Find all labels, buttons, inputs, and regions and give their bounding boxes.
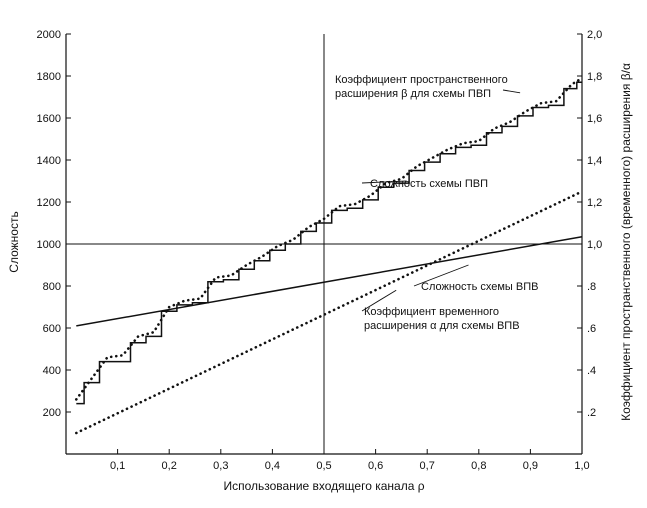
series-line-3 — [76, 235, 583, 327]
annotation-label: Коэффициент временного — [364, 306, 499, 318]
series-line-1 — [76, 81, 582, 405]
annotation-leader — [502, 89, 521, 94]
y-right-tick-label: 1,4 — [587, 155, 602, 167]
x-tick-label: 0,9 — [523, 460, 538, 472]
y-right-tick-label: .6 — [587, 323, 596, 335]
x-tick-label: 0,6 — [368, 460, 383, 472]
x-tick-label: 0,2 — [162, 460, 177, 472]
y-left-tick-label: 1200 — [37, 197, 61, 209]
y-left-tick-label: 1800 — [37, 71, 61, 83]
y-left-tick-label: 1400 — [37, 155, 61, 167]
y-left-tick-label: 600 — [43, 323, 61, 335]
x-tick-label: 0,8 — [471, 460, 486, 472]
axes: 0,1 0,2 0,3 0,4 0,5 0,6 0,7 0,8 0,9 1,0 200 400 600 8… — [37, 29, 603, 472]
y-left-tick-label: 200 — [43, 407, 61, 419]
y-right-tick-label: .8 — [587, 281, 596, 293]
annotation-label: Коэффициент пространственного — [335, 74, 508, 86]
x-tick-label: 0,3 — [213, 460, 228, 472]
series-line-2 — [75, 76, 584, 401]
y-right-tick-label: .2 — [587, 407, 596, 419]
y-left-tick-label: 1000 — [37, 239, 61, 251]
x-tick-label: 0,4 — [265, 460, 280, 472]
y-right-tick-label: 1,6 — [587, 113, 602, 125]
y-axis-label-left: Сложность — [7, 211, 21, 272]
annotations: Коэффициент пространственного расширения … — [335, 74, 538, 332]
y-right-tick-label: 1,0 — [587, 239, 602, 251]
annotation-label: расширения β для схемы ПВП — [335, 88, 491, 100]
y-left-tick-label: 2000 — [37, 29, 61, 41]
series-line-4 — [75, 190, 584, 435]
annotation-label: Сложность схемы ВПВ — [421, 281, 538, 293]
series-layer — [75, 76, 584, 435]
y-left-tick-label: 800 — [43, 281, 61, 293]
y-right-tick-label: 1,2 — [587, 197, 602, 209]
annotation-label: Сложность схемы ПВП — [370, 178, 488, 190]
y-right-tick-label: .4 — [587, 365, 596, 377]
y-left-tick-label: 400 — [43, 365, 61, 377]
x-tick-label: 1,0 — [574, 460, 589, 472]
y-left-tick-label: 1600 — [37, 113, 61, 125]
annotation-label: расширения α для схемы ВПВ — [364, 320, 520, 332]
y-right-tick-label: 1,8 — [587, 71, 602, 83]
x-tick-label: 0,1 — [110, 460, 125, 472]
reference-lines — [66, 34, 582, 454]
annotation-leader — [361, 180, 407, 184]
x-tick-label: 0,5 — [316, 460, 331, 472]
x-axis-label: Использование входящего канала ρ — [223, 479, 424, 493]
annotation-leader — [413, 264, 469, 287]
annotation-leader — [361, 289, 397, 312]
y-axis-label-right: Коэффициент пространственного (временног… — [619, 63, 633, 421]
x-tick-label: 0,7 — [420, 460, 435, 472]
y-right-tick-label: 2,0 — [587, 29, 602, 41]
